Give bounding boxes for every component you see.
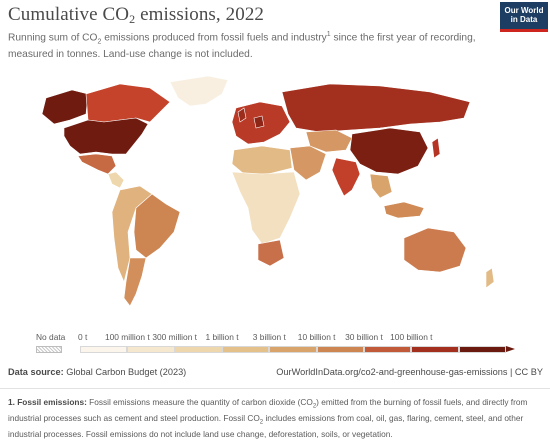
footer: Data source: Global Carbon Budget (2023)… [8, 367, 543, 381]
legend-bin-label: 3 billion t [252, 332, 286, 342]
footnote: 1. Fossil emissions: Fossil emissions me… [8, 397, 543, 440]
legend-bin-label: 1 billion t [205, 332, 239, 342]
source-text[interactable]: Global Carbon Budget (2023) [63, 367, 187, 377]
subtitle-footnote-mark[interactable]: 1 [326, 31, 331, 38]
title-main: Cumulative CO [8, 4, 130, 25]
map-region-russia[interactable] [281, 83, 471, 133]
source-line: Data source: Global Carbon Budget (2023) [8, 367, 186, 377]
legend-swatch[interactable] [316, 346, 364, 353]
footnote-text-a: Fossil emissions measure the quantity of… [86, 397, 313, 407]
subtitle-part-a: Running sum of CO [8, 32, 98, 44]
subtitle-part-b: emissions produced from fossil fuels and… [101, 32, 327, 44]
map-region-argentina[interactable] [123, 257, 147, 307]
footnote-subscript-1: 2 [312, 403, 317, 410]
legend-bin-label: 30 billion t [345, 332, 383, 342]
legend-swatch[interactable] [411, 346, 459, 353]
map-region-united-states[interactable] [63, 117, 149, 155]
title-subscript: 2 [129, 12, 136, 26]
map-region-north-africa[interactable] [231, 145, 293, 175]
chart-title: Cumulative CO2 emissions, 2022 [8, 4, 264, 27]
footnote-subscript-2: 2 [259, 419, 264, 426]
map-region-canada[interactable] [85, 83, 171, 123]
map-region-uk[interactable] [237, 107, 247, 123]
map-region-alaska[interactable] [41, 89, 89, 125]
footer-divider [0, 388, 550, 389]
chart-subtitle: Running sum of CO2 emissions produced fr… [8, 29, 478, 61]
legend-swatch[interactable] [458, 346, 506, 353]
footnote-label: 1. Fossil emissions: [8, 397, 87, 407]
map-region-australia[interactable] [403, 227, 467, 273]
legend-no-data-swatch[interactable] [36, 346, 62, 353]
legend-swatch[interactable] [127, 346, 175, 353]
map-region-middle-east[interactable] [289, 145, 327, 181]
world-map[interactable] [0, 62, 550, 337]
map-region-mexico[interactable] [77, 153, 117, 175]
map-region-india[interactable] [331, 157, 361, 197]
map-region-south-africa[interactable] [257, 239, 285, 267]
color-legend: No data 0 t 100 million t 300 million t 1 b… [0, 332, 550, 362]
legend-swatch[interactable] [80, 346, 128, 353]
title-end: emissions, 2022 [135, 4, 265, 25]
map-region-greenland[interactable] [169, 75, 229, 107]
footnote-text-b: ) emitted from the burning of fossil fue… [8, 397, 528, 423]
map-region-central-america[interactable] [107, 171, 125, 189]
owid-logo[interactable]: Our World in Data [500, 2, 548, 32]
legend-swatch[interactable] [364, 346, 412, 353]
legend-bin-label: 300 million t [152, 332, 198, 342]
source-url[interactable]: OurWorldInData.org/co2-and-greenhouse-ga… [276, 367, 543, 377]
map-region-germany[interactable] [253, 115, 265, 129]
map-region-china[interactable] [349, 127, 429, 175]
subtitle-part-c: since the first year of recording, measu… [8, 32, 476, 60]
legend-swatch[interactable] [174, 346, 222, 353]
logo-line-1: Our World [504, 6, 544, 15]
map-region-brazil[interactable] [133, 193, 181, 259]
map-region-indonesia[interactable] [383, 201, 425, 219]
legend-no-data-label: No data [36, 332, 66, 342]
legend-swatch[interactable] [222, 346, 270, 353]
source-label: Data source: [8, 367, 64, 377]
legend-swatch[interactable] [269, 346, 317, 353]
map-region-africa[interactable] [231, 171, 301, 245]
map-region-southeast-asia[interactable] [369, 173, 393, 199]
map-region-new-zealand[interactable] [485, 267, 495, 289]
legend-arrow-icon [506, 346, 515, 352]
legend-bin-label: 10 billion t [297, 332, 336, 342]
legend-bin-label: 0 t [78, 332, 88, 342]
map-region-japan[interactable] [431, 137, 441, 159]
subtitle-subscript: 2 [97, 38, 102, 46]
legend-bin-label: 100 million t [104, 332, 150, 342]
legend-bin-label: 100 billion t [390, 332, 433, 342]
logo-line-2: in Data [510, 15, 538, 24]
